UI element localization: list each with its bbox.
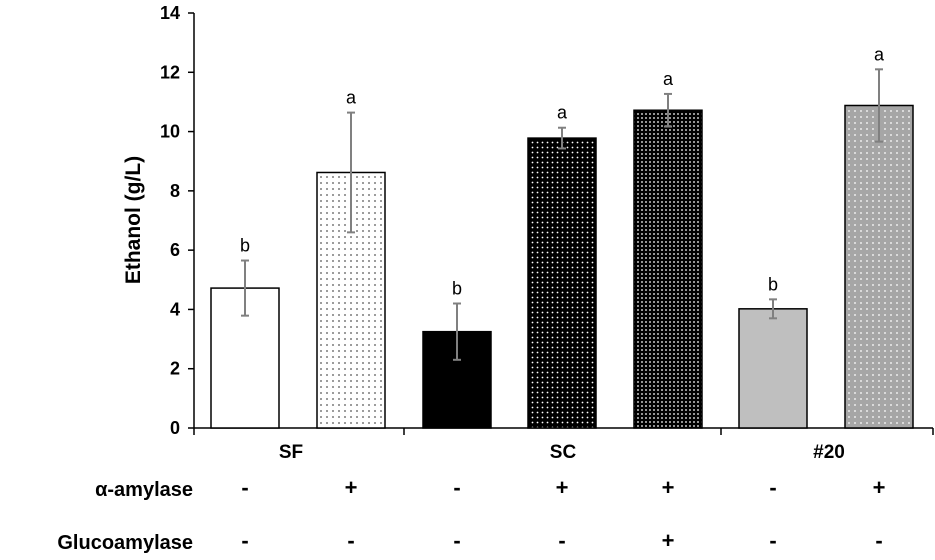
- y-tick-label: 8: [170, 181, 180, 201]
- treatment-sign: -: [769, 475, 776, 500]
- y-axis-title: Ethanol (g/L): [122, 156, 145, 284]
- y-tick-label: 14: [160, 3, 180, 23]
- treatment-sign: -: [241, 475, 248, 500]
- treatment-sign: -: [769, 528, 776, 553]
- significance-label: a: [663, 69, 674, 89]
- y-tick-label: 12: [160, 62, 180, 82]
- significance-label: b: [768, 274, 778, 294]
- treatment-sign: -: [453, 528, 460, 553]
- treatment-label: α-amylase: [95, 479, 193, 501]
- y-tick-label: 0: [170, 418, 180, 438]
- y-tick-label: 2: [170, 359, 180, 379]
- treatment-sign: -: [241, 528, 248, 553]
- significance-label: b: [240, 236, 250, 256]
- treatment-sign: -: [347, 528, 354, 553]
- significance-label: a: [557, 103, 568, 123]
- treatment-table: α-amylase - + - + + - + Glucoamylase - - - - + - -: [57, 475, 885, 554]
- significance-label: a: [874, 44, 885, 64]
- y-tick-label: 4: [170, 299, 180, 319]
- treatment-sign: -: [875, 528, 882, 553]
- treatment-sign: +: [662, 475, 675, 500]
- y-tick-label: 10: [160, 122, 180, 142]
- plot-area: 0 2 4 6 8 10 12 14 b a b a a b a SF SC #20: [160, 3, 934, 463]
- treatment-label: Glucoamylase: [57, 532, 193, 554]
- group-label: SF: [279, 442, 303, 463]
- treatment-sign: -: [453, 475, 460, 500]
- bar: [738, 308, 808, 429]
- bar: [633, 109, 703, 429]
- treatment-sign: +: [662, 528, 675, 553]
- group-label: SC: [550, 442, 577, 463]
- significance-label: a: [346, 88, 357, 108]
- group-label: #20: [813, 442, 845, 463]
- treatment-sign: +: [556, 475, 569, 500]
- bar: [527, 137, 597, 429]
- y-tick-label: 6: [170, 240, 180, 260]
- treatment-sign: +: [873, 475, 886, 500]
- significance-label: b: [452, 279, 462, 299]
- treatment-sign: +: [345, 475, 358, 500]
- treatment-sign: -: [558, 528, 565, 553]
- bar: [844, 104, 914, 429]
